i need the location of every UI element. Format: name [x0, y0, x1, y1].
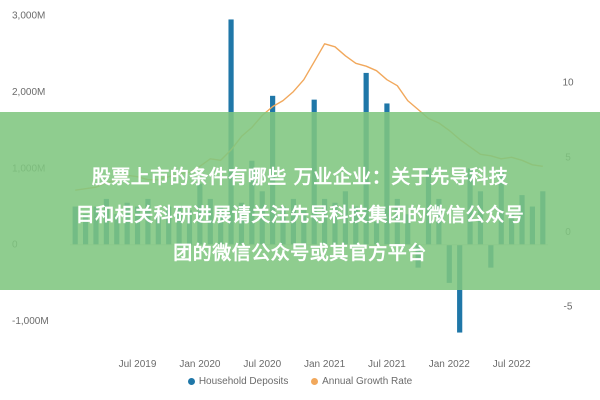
x-tick-label: Jul 2020	[243, 359, 281, 370]
legend-item-growth[interactable]: Annual Growth Rate	[311, 376, 412, 387]
legend-item-deposits[interactable]: Household Deposits	[187, 376, 289, 387]
x-tick-label: Jul 2021	[368, 359, 406, 370]
legend: Household Deposits Annual Growth Rate	[0, 376, 600, 387]
x-axis-ticks: Jul 2019 Jan 2020 Jul 2020 Jan 2021 Jul 2021…	[119, 359, 531, 370]
overlay-line-1: 股票上市的条件有哪些 万业企业：关于先导科技	[91, 166, 509, 188]
x-tick-label: Jan 2021	[304, 359, 346, 370]
x-tick-label: Jan 2020	[179, 359, 221, 370]
overlay-caption: 股票上市的条件有哪些 万业企业：关于先导科技 目和相关科研进展请关注先导科技集团…	[0, 158, 600, 272]
legend-dot-icon	[187, 378, 195, 385]
right-tick-label: 10	[562, 78, 574, 89]
legend-dot-icon	[311, 378, 319, 385]
legend-label: Household Deposits	[198, 376, 289, 387]
overlay-line-3: 团的微信公众号或其官方平台	[173, 242, 427, 264]
left-tick-label: 3,000M	[12, 11, 45, 22]
legend-label: Annual Growth Rate	[322, 376, 413, 387]
overlay-line-2: 目和相关科研进展请关注先导科技集团的微信公众号	[75, 204, 525, 226]
x-tick-label: Jul 2019	[119, 359, 157, 370]
x-tick-label: Jan 2022	[429, 359, 471, 370]
right-tick-label: -5	[564, 302, 573, 313]
left-tick-label: 2,000M	[12, 87, 45, 98]
left-tick-label: -1,000M	[12, 316, 49, 327]
overlay-banner	[0, 112, 600, 290]
x-tick-label: Jul 2022	[493, 359, 531, 370]
